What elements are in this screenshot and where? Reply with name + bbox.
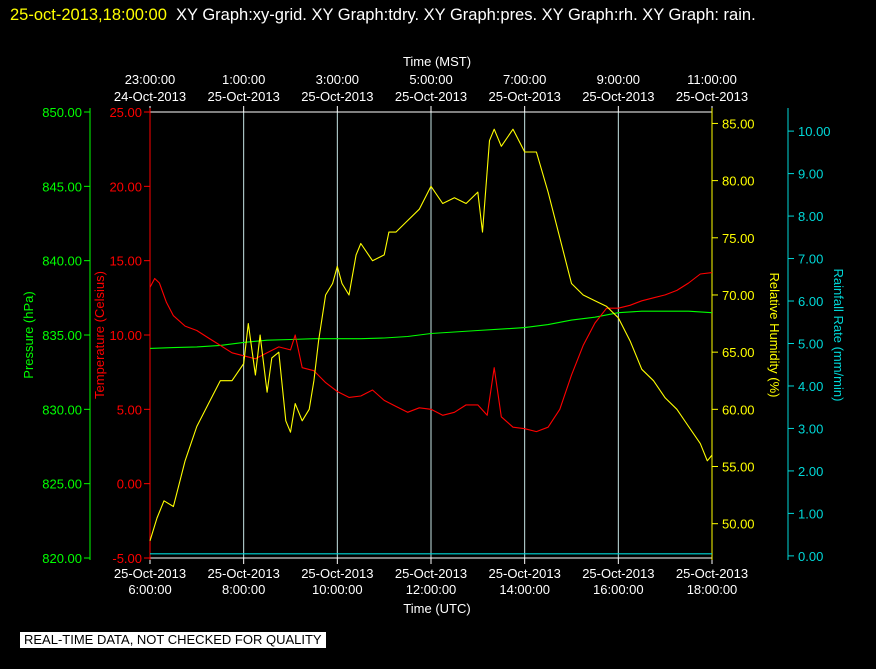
x-tick-label-date: 25-Oct-2013 bbox=[489, 89, 561, 104]
x-tick-label-time: 7:00:00 bbox=[503, 72, 546, 87]
x-tick-label-time: 16:00:00 bbox=[593, 582, 644, 597]
title-timestamp: 25-oct-2013,18:00:00 bbox=[10, 6, 167, 24]
x-tick-label-time: 8:00:00 bbox=[222, 582, 265, 597]
x-tick-label-date: 25-Oct-2013 bbox=[582, 89, 654, 104]
rain-tick-label: 8.00 bbox=[798, 209, 823, 224]
x-tick-label-date: 25-Oct-2013 bbox=[395, 566, 467, 581]
humidity-tick-label: 70.00 bbox=[722, 288, 755, 303]
humidity-tick-label: 75.00 bbox=[722, 231, 755, 246]
pressure-tick-label: 840.00 bbox=[42, 254, 82, 269]
quality-disclaimer: REAL-TIME DATA, NOT CHECKED FOR QUALITY bbox=[20, 632, 326, 648]
rain-tick-label: 5.00 bbox=[798, 336, 823, 351]
x-tick-label-date: 25-Oct-2013 bbox=[301, 566, 373, 581]
axis-labels: 25-Oct-20136:00:0025-Oct-20138:00:0025-O… bbox=[21, 54, 846, 616]
x-tick-label-date: 25-Oct-2013 bbox=[301, 89, 373, 104]
x-tick-label-date: 25-Oct-2013 bbox=[208, 89, 280, 104]
humidity-tick-label: 55.00 bbox=[722, 460, 755, 475]
x-tick-label-date: 25-Oct-2013 bbox=[114, 566, 186, 581]
temperature-axis-label: Temperature (Celsius) bbox=[92, 271, 107, 399]
x-tick-label-date: 25-Oct-2013 bbox=[395, 89, 467, 104]
x-tick-label-date: 25-Oct-2013 bbox=[208, 566, 280, 581]
rain-tick-label: 4.00 bbox=[798, 379, 823, 394]
series-lines bbox=[149, 128, 713, 555]
humidity-axis-label: Relative Humidity (%) bbox=[767, 273, 782, 398]
temperature-tick-label: 15.00 bbox=[109, 254, 142, 269]
temperature-tick-label: 10.00 bbox=[109, 328, 142, 343]
rain-tick-label: 0.00 bbox=[798, 549, 823, 564]
x-tick-label-time: 12:00:00 bbox=[406, 582, 457, 597]
x-tick-label-time: 10:00:00 bbox=[312, 582, 363, 597]
humidity-series-line bbox=[149, 128, 713, 541]
x-tick-label-date: 25-Oct-2013 bbox=[676, 566, 748, 581]
x-tick-label-time: 1:00:00 bbox=[222, 72, 265, 87]
x-tick-label-time: 11:00:00 bbox=[687, 72, 737, 87]
rain-tick-label: 7.00 bbox=[798, 252, 823, 267]
x-axis-title-bottom: Time (UTC) bbox=[403, 601, 470, 616]
rain-tick-label: 9.00 bbox=[798, 167, 823, 182]
temperature-series-line bbox=[149, 272, 713, 433]
pressure-series-line bbox=[149, 310, 713, 349]
humidity-tick-label: 60.00 bbox=[722, 402, 755, 417]
rain-tick-label: 1.00 bbox=[798, 506, 823, 521]
grid-lines bbox=[243, 112, 619, 558]
rain-tick-label: 10.00 bbox=[798, 124, 831, 139]
rain-axis-label: Rainfall Rate (mm/min) bbox=[831, 269, 846, 402]
temperature-tick-label: 0.00 bbox=[117, 477, 142, 492]
x-tick-label-date: 25-Oct-2013 bbox=[676, 89, 748, 104]
pressure-tick-label: 835.00 bbox=[42, 328, 82, 343]
temperature-tick-label: -5.00 bbox=[112, 551, 142, 566]
rain-tick-label: 2.00 bbox=[798, 464, 823, 479]
x-tick-label-date: 24-Oct-2013 bbox=[114, 89, 186, 104]
x-tick-label-time: 14:00:00 bbox=[499, 582, 550, 597]
humidity-tick-label: 65.00 bbox=[722, 345, 755, 360]
pressure-axis-label: Pressure (hPa) bbox=[21, 291, 36, 378]
x-tick-label-time: 6:00:00 bbox=[128, 582, 171, 597]
rain-tick-label: 3.00 bbox=[798, 421, 823, 436]
x-tick-label-time: 9:00:00 bbox=[597, 72, 640, 87]
x-tick-label-time: 3:00:00 bbox=[316, 72, 359, 87]
humidity-tick-label: 85.00 bbox=[722, 116, 755, 131]
x-tick-label-time: 5:00:00 bbox=[409, 72, 452, 87]
x-tick-label-time: 18:00:00 bbox=[687, 582, 738, 597]
pressure-tick-label: 820.00 bbox=[42, 551, 82, 566]
temperature-tick-label: 20.00 bbox=[109, 179, 142, 194]
axes bbox=[84, 106, 794, 564]
humidity-tick-label: 80.00 bbox=[722, 174, 755, 189]
pressure-tick-label: 850.00 bbox=[42, 105, 82, 120]
x-tick-label-time: 23:00:00 bbox=[125, 72, 176, 87]
temperature-tick-label: 5.00 bbox=[117, 402, 142, 417]
pressure-tick-label: 830.00 bbox=[42, 402, 82, 417]
x-tick-label-date: 25-Oct-2013 bbox=[582, 566, 654, 581]
x-axis-title-top: Time (MST) bbox=[403, 54, 471, 69]
humidity-tick-label: 50.00 bbox=[722, 517, 755, 532]
x-tick-label-date: 25-Oct-2013 bbox=[489, 566, 561, 581]
chart-title: 25-oct-2013,18:00:00 XY Graph:xy-grid. X… bbox=[10, 2, 870, 28]
pressure-tick-label: 825.00 bbox=[42, 477, 82, 492]
temperature-tick-label: 25.00 bbox=[109, 105, 142, 120]
pressure-tick-label: 845.00 bbox=[42, 179, 82, 194]
title-graph-list: XY Graph:xy-grid. XY Graph:tdry. XY Grap… bbox=[176, 6, 756, 24]
rain-tick-label: 6.00 bbox=[798, 294, 823, 309]
